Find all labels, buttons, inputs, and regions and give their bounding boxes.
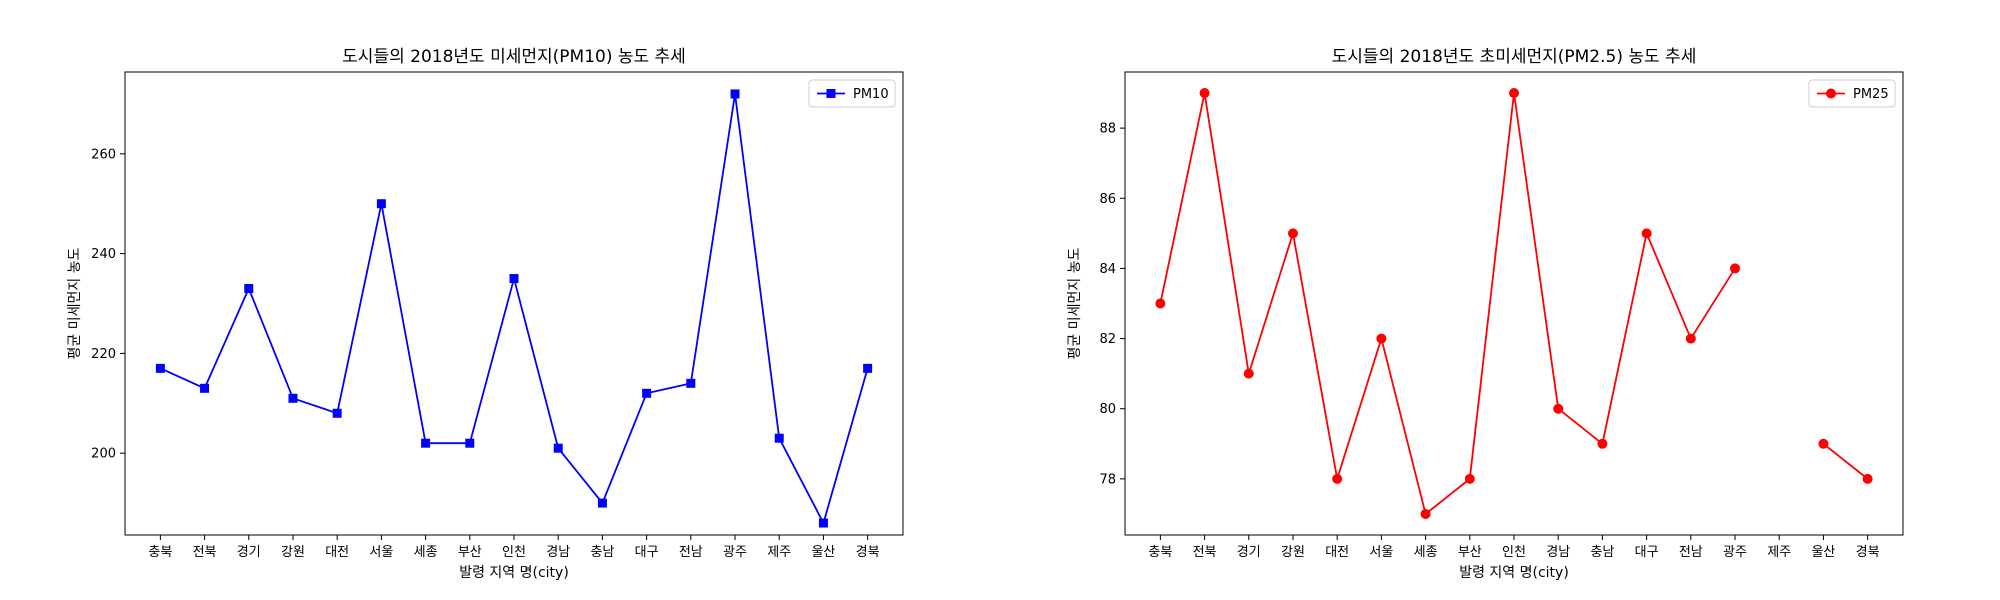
data-point	[509, 274, 519, 284]
series-line-pm25	[1822, 443, 1869, 480]
x-tick-label: 충남	[1590, 545, 1614, 560]
y-tick-label: 240	[91, 247, 116, 262]
data-point	[288, 393, 298, 403]
data-point	[553, 443, 563, 453]
data-point	[730, 89, 740, 99]
x-tick-label: 제주	[767, 545, 791, 560]
data-point	[686, 378, 696, 388]
data-point	[1862, 473, 1873, 484]
data-point	[1641, 228, 1652, 239]
x-tick-label: 경남	[1546, 545, 1570, 560]
x-tick-label: 울산	[1811, 545, 1835, 560]
data-point	[1420, 508, 1431, 519]
x-tick-label: 세종	[1414, 545, 1438, 560]
data-point	[1155, 298, 1166, 309]
x-tick-label: 인천	[1502, 545, 1526, 560]
data-point	[155, 363, 165, 373]
data-point	[863, 363, 873, 373]
x-axis-label: 발령 지역 명(city)	[459, 565, 569, 581]
data-point	[376, 199, 386, 209]
series-line-pm10	[159, 93, 869, 524]
legend-label: PM10	[853, 87, 889, 102]
data-point	[465, 438, 475, 448]
legend: PM25	[1808, 79, 1896, 108]
x-tick-label: 강원	[1281, 545, 1305, 560]
chart-title: 도시들의 2018년도 초미세먼지(PM2.5) 농도 추세	[1332, 47, 1697, 67]
x-tick-label: 충북	[148, 545, 172, 560]
data-point	[1597, 438, 1608, 449]
chart-title: 도시들의 2018년도 미세먼지(PM10) 농도 추세	[342, 47, 686, 67]
data-point	[332, 408, 342, 418]
data-point	[1376, 333, 1387, 344]
y-tick-label: 260	[91, 147, 116, 162]
x-tick-label: 경북	[856, 545, 880, 560]
data-point	[774, 433, 784, 443]
y-tick-label: 86	[1099, 192, 1116, 207]
x-tick-label: 전남	[1679, 545, 1703, 560]
data-point	[1509, 88, 1519, 99]
data-point	[1553, 403, 1564, 414]
x-tick-label: 대전	[1325, 545, 1349, 560]
legend-box	[1808, 79, 1896, 108]
y-axis-label: 평균 미세먼지 농도	[1067, 247, 1083, 359]
x-tick-label: 서울	[1369, 545, 1393, 560]
legend-marker	[826, 89, 836, 98]
y-tick-label: 78	[1099, 472, 1116, 487]
data-point	[1818, 438, 1829, 449]
legend-marker	[1826, 88, 1836, 99]
y-tick-label: 82	[1099, 332, 1116, 347]
x-tick-label: 경북	[1856, 545, 1880, 560]
x-tick-label: 부산	[1458, 545, 1482, 560]
x-tick-label: 전남	[679, 545, 703, 560]
x-tick-label: 서울	[369, 545, 393, 560]
legend-label: PM25	[1853, 87, 1889, 102]
x-tick-label: 전북	[193, 545, 217, 560]
data-point	[818, 518, 828, 528]
data-point	[1287, 228, 1298, 239]
y-tick-label: 220	[91, 347, 116, 362]
y-tick-label: 200	[91, 447, 116, 462]
data-point	[1730, 263, 1741, 274]
x-tick-label: 전북	[1193, 545, 1217, 560]
x-tick-label: 광주	[723, 545, 747, 560]
x-tick-label: 경기	[237, 545, 261, 560]
legend: PM10	[808, 79, 896, 108]
data-point	[244, 284, 254, 294]
data-point	[1332, 473, 1343, 484]
data-point	[1199, 88, 1210, 99]
x-tick-label: 부산	[458, 545, 482, 560]
x-tick-label: 광주	[1723, 545, 1747, 560]
series-line-pm25	[1159, 92, 1736, 515]
x-tick-label: 대구	[635, 545, 659, 560]
x-tick-label: 대전	[325, 545, 349, 560]
x-tick-label: 충북	[1148, 545, 1172, 560]
x-tick-label: 대구	[1635, 545, 1659, 560]
y-axis-label: 평균 미세먼지 농도	[67, 247, 83, 359]
data-point	[421, 438, 431, 448]
data-point	[1243, 368, 1254, 379]
y-tick-label: 84	[1099, 262, 1116, 277]
x-tick-label: 경남	[546, 545, 570, 560]
data-point	[200, 383, 210, 393]
x-axis-label: 발령 지역 명(city)	[1459, 565, 1569, 581]
x-tick-label: 강원	[281, 545, 305, 560]
data-point	[597, 498, 607, 508]
x-tick-label: 제주	[1767, 545, 1791, 560]
data-point	[1464, 473, 1475, 484]
plot-frame	[1124, 71, 1904, 536]
y-tick-label: 80	[1099, 402, 1116, 417]
data-point	[1685, 333, 1696, 344]
y-tick-label: 88	[1099, 122, 1116, 137]
x-tick-label: 인천	[502, 545, 526, 560]
x-tick-label: 충남	[590, 545, 614, 560]
x-tick-label: 경기	[1237, 545, 1261, 560]
legend-box	[808, 79, 896, 108]
x-tick-label: 세종	[414, 545, 438, 560]
data-point	[642, 388, 652, 398]
x-tick-label: 울산	[811, 545, 835, 560]
